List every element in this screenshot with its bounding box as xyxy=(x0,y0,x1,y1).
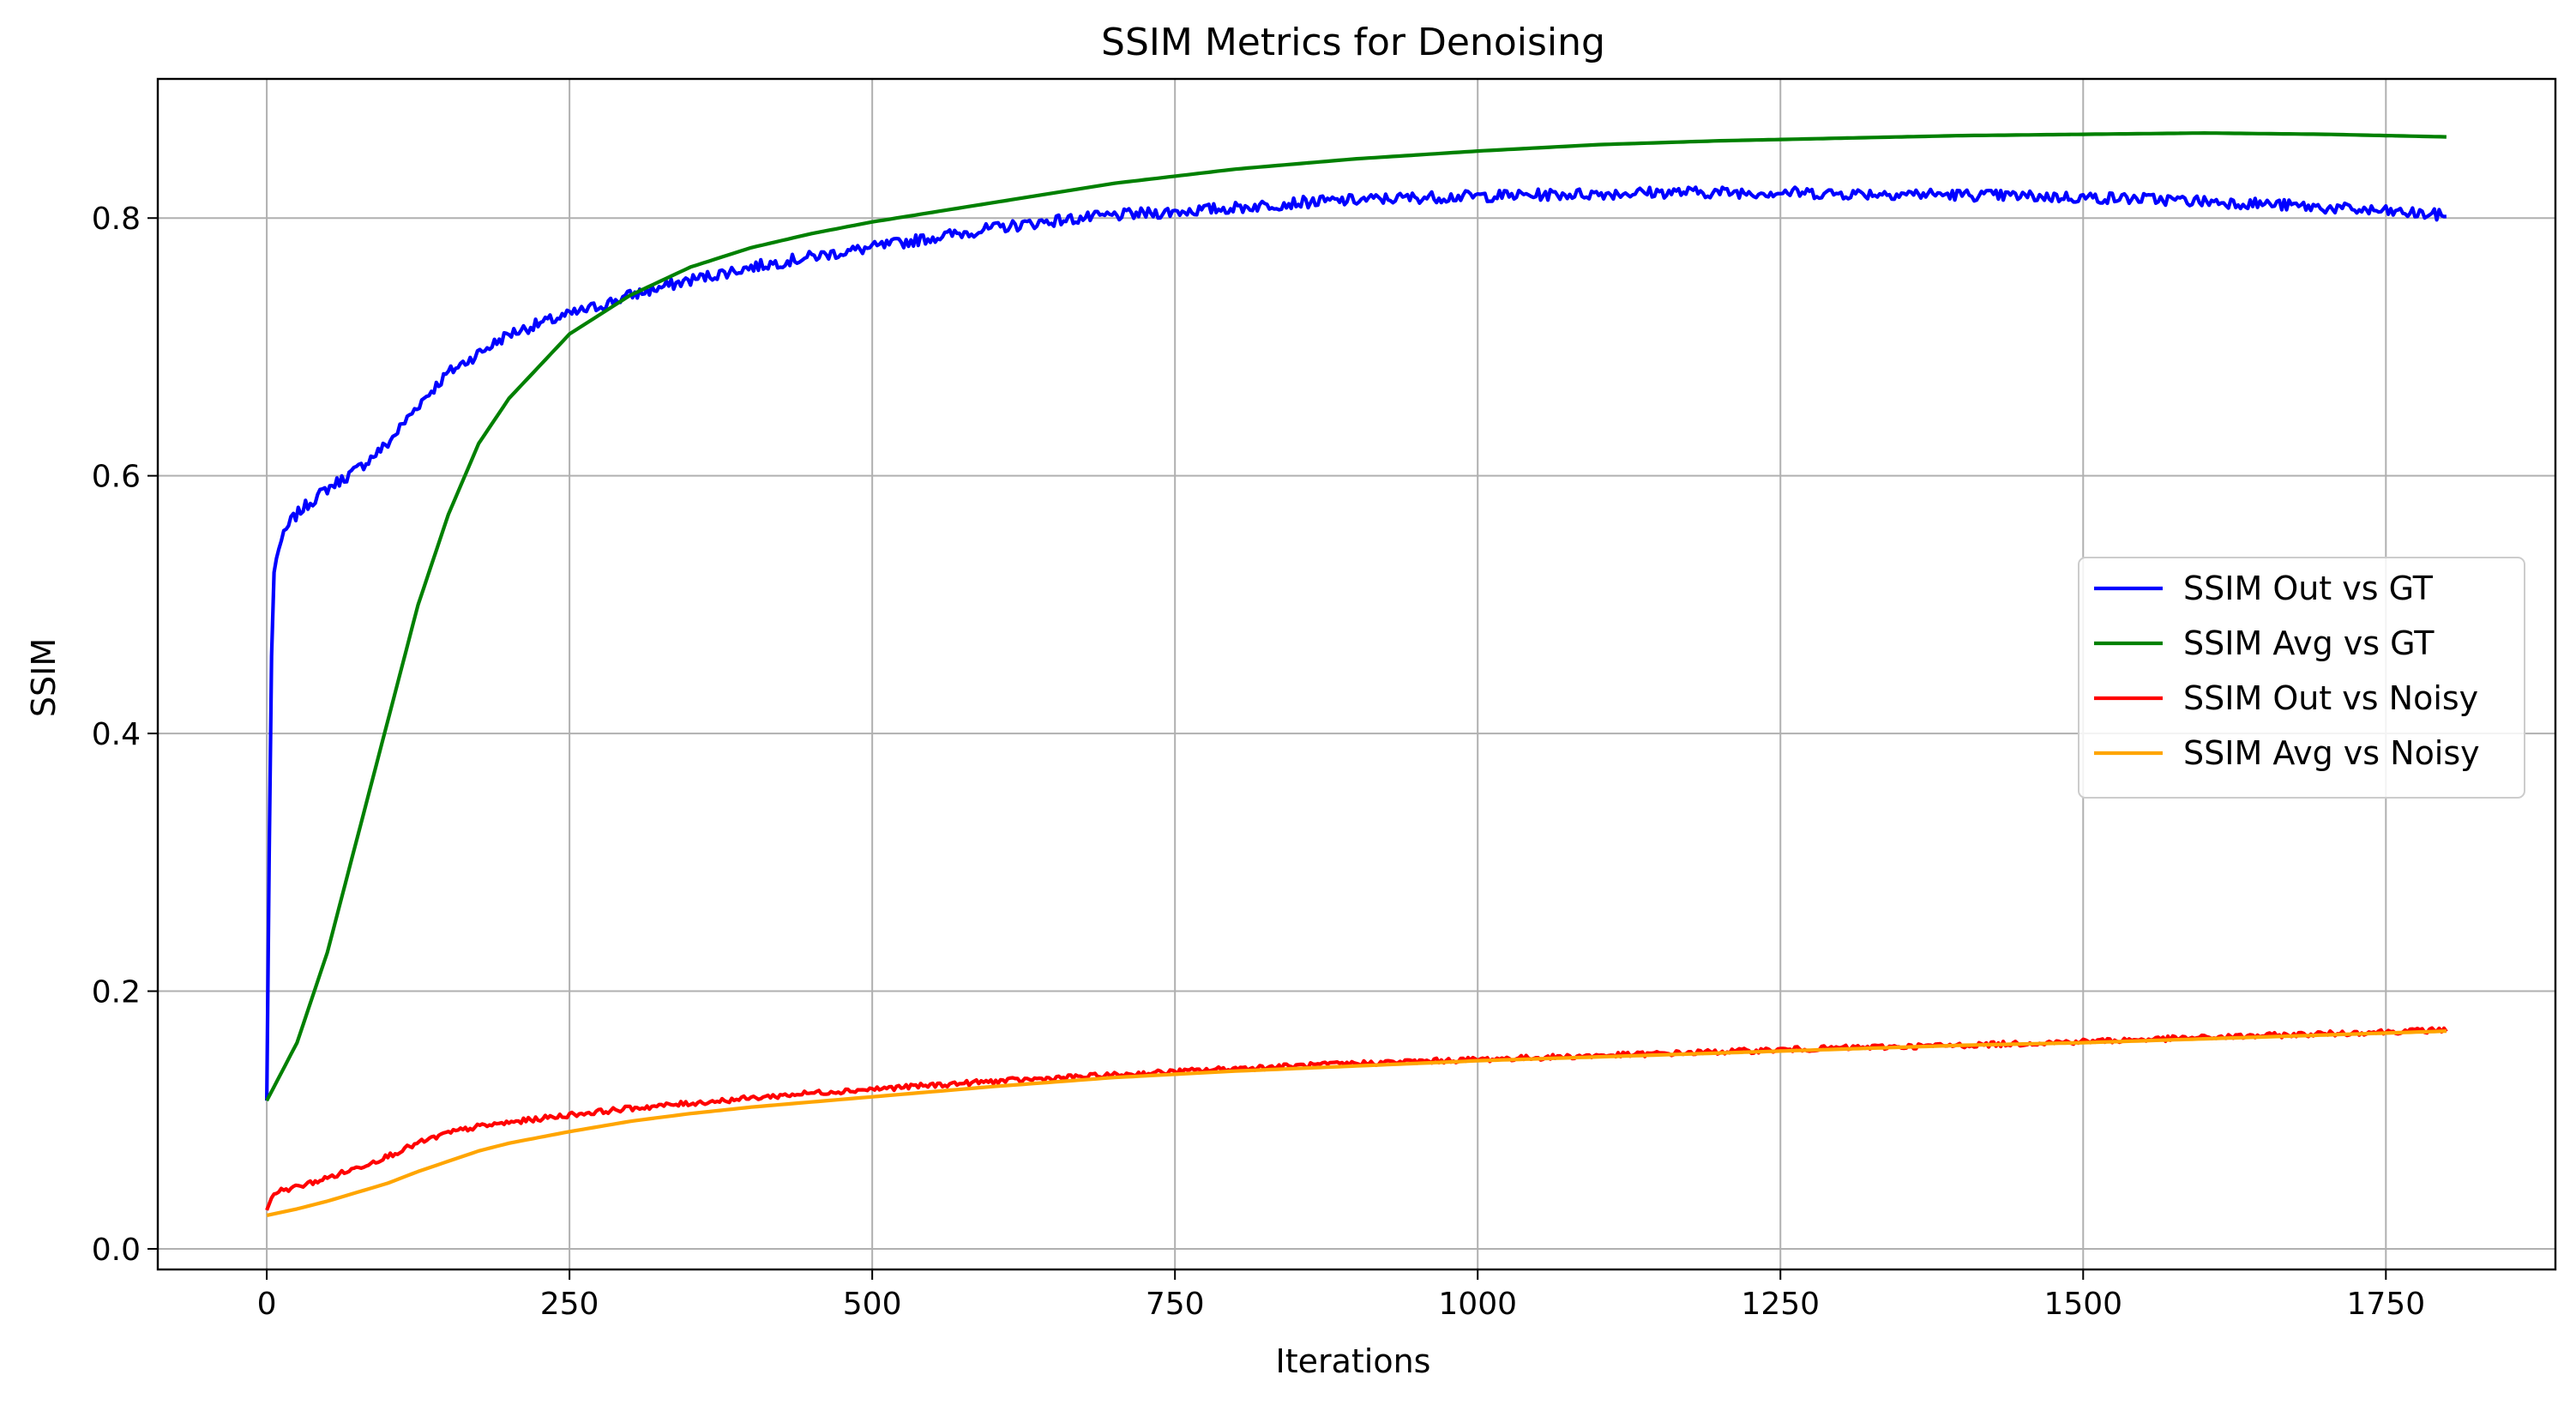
legend-box xyxy=(2078,557,2525,799)
x-tick-label: 1500 xyxy=(2043,1287,2122,1322)
x-tick-label: 250 xyxy=(540,1287,599,1322)
x-tick-label: 0 xyxy=(257,1287,277,1322)
y-axis-label: SSIM xyxy=(25,638,63,717)
x-axis-ticks: 0 250 500 750 1000 1250 1500 1750 xyxy=(257,1269,2425,1322)
y-tick-label: 0.6 xyxy=(92,460,141,495)
y-tick-label: 0.4 xyxy=(92,717,141,752)
chart-title: SSIM Metrics for Denoising xyxy=(1101,21,1605,64)
y-tick-label: 0.8 xyxy=(92,202,141,237)
legend-label: SSIM Avg vs GT xyxy=(2183,624,2435,662)
y-tick-label: 0.2 xyxy=(92,975,141,1010)
series-line-1 xyxy=(265,185,2447,1101)
plot-frame xyxy=(156,77,2557,1271)
x-tick-label: 1000 xyxy=(1438,1287,1517,1322)
series-line-2 xyxy=(265,131,2447,1102)
x-tick-label: 1250 xyxy=(1741,1287,1820,1322)
legend-label: SSIM Avg vs Noisy xyxy=(2183,734,2480,772)
y-tick-label: 0.0 xyxy=(92,1233,141,1268)
legend: SSIM Out vs GT SSIM Avg vs GT SSIM Out vs … xyxy=(2078,557,2525,799)
legend-label: SSIM Out vs Noisy xyxy=(2183,679,2478,717)
y-axis-ticks: 0.0 0.2 0.4 0.6 0.8 xyxy=(92,202,158,1268)
series-line-3 xyxy=(265,1026,2448,1211)
x-tick-label: 750 xyxy=(1146,1287,1205,1322)
x-axis-label: Iterations xyxy=(1276,1342,1431,1380)
series-lines xyxy=(265,131,2448,1217)
series-line-4 xyxy=(266,1029,2447,1217)
legend-label: SSIM Out vs GT xyxy=(2183,570,2434,607)
x-tick-label: 500 xyxy=(843,1287,902,1322)
x-tick-label: 1750 xyxy=(2346,1287,2425,1322)
